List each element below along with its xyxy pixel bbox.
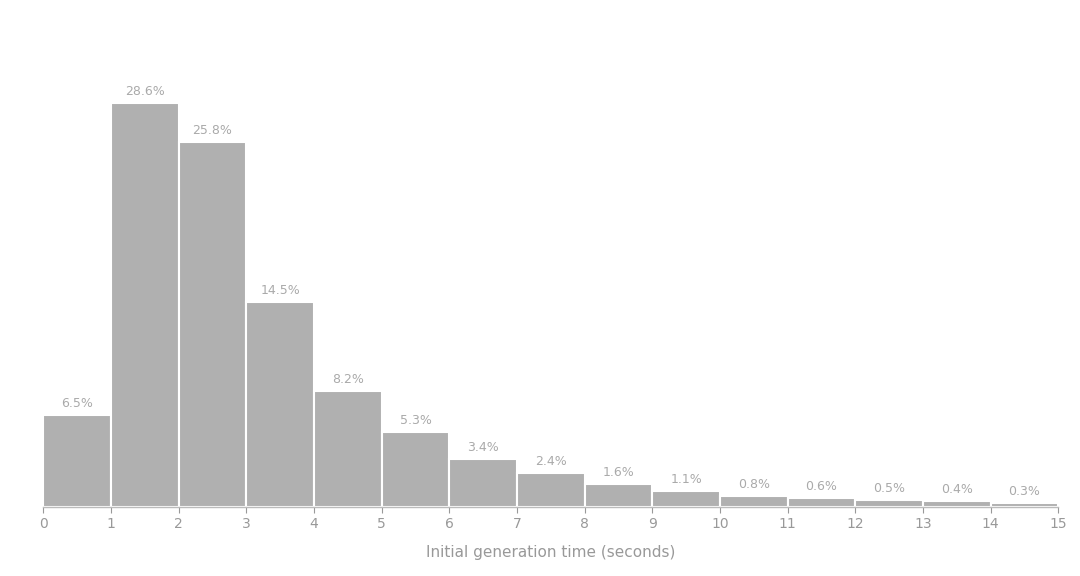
- Bar: [990, 503, 1058, 507]
- Bar: [178, 142, 246, 507]
- Text: 0.6%: 0.6%: [806, 480, 837, 494]
- Text: 0.5%: 0.5%: [874, 482, 905, 495]
- Text: 8.2%: 8.2%: [332, 373, 364, 386]
- Text: 5.3%: 5.3%: [400, 414, 431, 427]
- Text: 2.4%: 2.4%: [535, 455, 567, 468]
- Text: 6.5%: 6.5%: [62, 397, 93, 410]
- Text: 28.6%: 28.6%: [125, 85, 164, 97]
- Bar: [855, 500, 923, 507]
- Bar: [111, 103, 178, 507]
- Bar: [923, 501, 990, 507]
- Bar: [449, 459, 517, 507]
- Bar: [246, 302, 314, 507]
- Text: 0.4%: 0.4%: [941, 483, 973, 497]
- Text: 0.8%: 0.8%: [738, 478, 770, 491]
- Bar: [787, 498, 855, 507]
- Text: 1.6%: 1.6%: [603, 467, 634, 479]
- X-axis label: Initial generation time (seconds): Initial generation time (seconds): [427, 545, 675, 560]
- Bar: [314, 391, 381, 507]
- Bar: [43, 415, 111, 507]
- Bar: [652, 491, 720, 507]
- Text: 1.1%: 1.1%: [671, 473, 702, 486]
- Text: 25.8%: 25.8%: [192, 124, 232, 137]
- Bar: [381, 432, 449, 507]
- Text: 0.3%: 0.3%: [1009, 484, 1040, 498]
- Bar: [720, 495, 787, 507]
- Text: 14.5%: 14.5%: [260, 284, 300, 297]
- Bar: [584, 484, 652, 507]
- Text: 3.4%: 3.4%: [468, 441, 499, 454]
- Bar: [517, 473, 584, 507]
